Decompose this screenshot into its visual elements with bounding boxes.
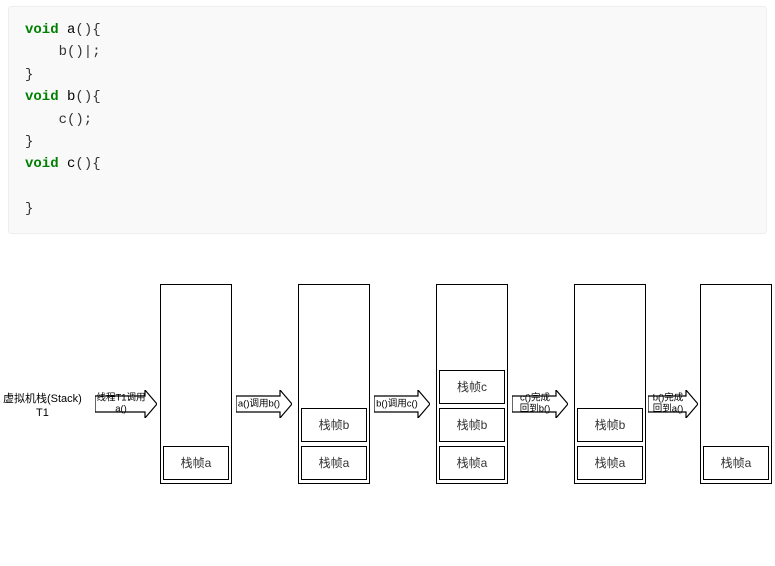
vm-stack-label-line2: T1	[36, 407, 49, 419]
stack-frame: 栈帧a	[301, 446, 367, 480]
stack-frame: 栈帧a	[703, 446, 769, 480]
arrow-4: b()完成回到a()	[648, 390, 698, 418]
arrow-1: a()调用b()	[236, 390, 292, 418]
code-block: void a(){ b()|; } void b(){ c(); } void …	[8, 6, 767, 234]
arrow-label: b()完成回到a()	[648, 392, 698, 415]
arrow-label: c()完成回到b()	[512, 392, 568, 415]
vm-stack-label: 虚拟机栈(Stack) T1	[3, 392, 82, 421]
arrow-label: b()调用c()	[374, 398, 430, 409]
stack-frame: 栈帧b	[301, 408, 367, 442]
stack-frame: 栈帧a	[163, 446, 229, 480]
arrow-3: c()完成回到b()	[512, 390, 568, 418]
stack-frame: 栈帧b	[439, 408, 505, 442]
stack-diagram: 虚拟机栈(Stack) T1 栈帧a 栈帧a 栈帧b 栈帧a 栈帧b 栈帧c 栈帧a 栈帧b 栈…	[0, 264, 775, 524]
arrow-label: a()调用b()	[236, 398, 292, 409]
stack-frame: 栈帧a	[439, 446, 505, 480]
arrow-label: 线程T1调用a()	[95, 392, 157, 415]
arrow-2: b()调用c()	[374, 390, 430, 418]
stack-frame: 栈帧a	[577, 446, 643, 480]
arrow-0: 线程T1调用a()	[95, 390, 157, 418]
stack-frame: 栈帧b	[577, 408, 643, 442]
vm-stack-label-line1: 虚拟机栈(Stack)	[3, 393, 82, 405]
stack-frame: 栈帧c	[439, 370, 505, 404]
